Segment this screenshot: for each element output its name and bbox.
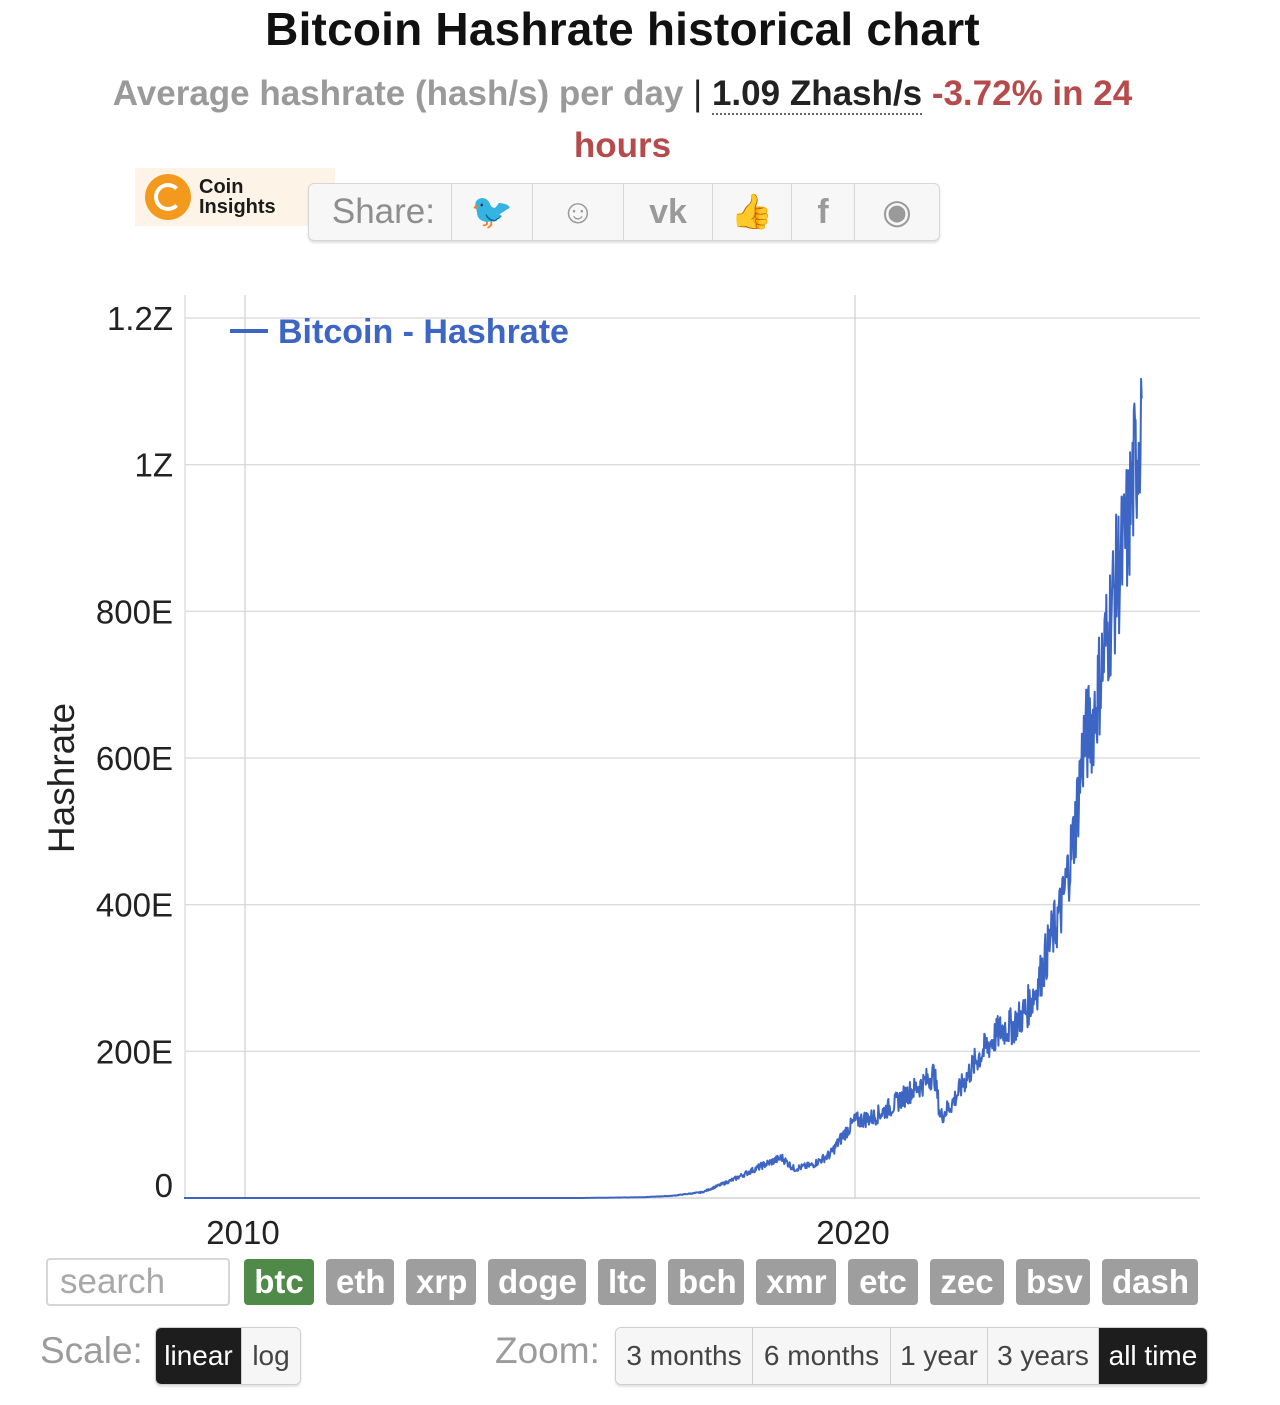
y-axis-label: Hashrate <box>41 703 82 853</box>
current-hashrate-value: 1.09 Zhash/s <box>711 74 923 115</box>
twitter-share-button[interactable]: 🐦 <box>451 184 532 240</box>
coininsights-logo: Coin Insights <box>135 168 335 226</box>
series-line-bitcoin-hashrate <box>183 377 1143 1199</box>
coin-button-bsv[interactable]: bsv <box>1016 1259 1090 1305</box>
scale-label: Scale: <box>40 1330 143 1371</box>
vk-icon: vk <box>649 192 687 231</box>
scale-toggle: linear log <box>155 1327 301 1385</box>
zoom-toggle: 3 months 6 months 1 year 3 years all tim… <box>615 1327 1208 1385</box>
x-tick-label: 2010 <box>206 1214 279 1250</box>
legend-label: Bitcoin - Hashrate <box>278 313 569 351</box>
weibo-share-button[interactable]: ◉ <box>854 184 939 240</box>
x-tick-label: 2020 <box>816 1214 889 1250</box>
reddit-share-button[interactable]: ☺ <box>532 184 623 240</box>
coin-button-xmr[interactable]: xmr <box>756 1259 836 1305</box>
y-tick-label: 0 <box>155 1167 173 1204</box>
reddit-icon: ☺ <box>560 192 596 231</box>
subtitle-separator: | <box>693 74 703 113</box>
facebook-share-button[interactable]: f <box>791 184 854 240</box>
share-bar: Share: 🐦 ☺ vk 👍 f ◉ <box>308 183 940 241</box>
coin-button-doge[interactable]: doge <box>488 1259 586 1305</box>
y-tick-label: 1.2Z <box>107 300 173 337</box>
zoom-3-months-button[interactable]: 3 months <box>616 1328 752 1384</box>
zoom-1-year-button[interactable]: 1 year <box>890 1328 987 1384</box>
coin-selector: btc eth xrp doge ltc bch xmr etc zec bsv… <box>244 1259 1210 1305</box>
vk-share-button[interactable]: vk <box>623 184 712 240</box>
thumbs-up-icon: 👍 <box>730 193 774 231</box>
y-tick-label: 400E <box>96 887 173 924</box>
coininsights-logo-text: Coin Insights <box>199 177 276 217</box>
facebook-icon: f <box>817 192 829 231</box>
coin-button-btc[interactable]: btc <box>244 1259 314 1305</box>
page-title: Bitcoin Hashrate historical chart <box>265 3 980 55</box>
zoom-all-time-button[interactable]: all time <box>1098 1328 1207 1384</box>
twitter-icon: 🐦 <box>470 193 514 231</box>
weibo-icon: ◉ <box>882 193 912 231</box>
coin-button-etc[interactable]: etc <box>848 1259 918 1305</box>
like-share-button[interactable]: 👍 <box>712 184 791 240</box>
y-tick-label: 1Z <box>134 447 173 484</box>
zoom-6-months-button[interactable]: 6 months <box>752 1328 890 1384</box>
coin-search-input[interactable] <box>46 1258 230 1306</box>
coin-button-eth[interactable]: eth <box>326 1259 394 1305</box>
y-tick-label: 800E <box>96 593 173 630</box>
hashrate-chart[interactable]: 0 200E 400E 600E 800E 1Z 1.2Z 2010 2020 Hashrate B… <box>0 280 1280 1250</box>
y-tick-label: 600E <box>96 740 173 777</box>
page-subtitle: Average hashrate (hash/s) per day | 1.09… <box>70 68 1175 172</box>
scale-log-button[interactable]: log <box>241 1328 300 1384</box>
coininsights-logo-icon <box>145 174 191 220</box>
scale-linear-button[interactable]: linear <box>156 1328 241 1384</box>
coin-button-ltc[interactable]: ltc <box>598 1259 656 1305</box>
logo-line-1: Coin <box>199 176 244 198</box>
hashrate-change: -3.72% in 24 hours <box>573 74 1133 165</box>
subtitle-description: Average hashrate (hash/s) per day <box>112 74 684 113</box>
share-label: Share: <box>331 192 435 231</box>
zoom-3-years-button[interactable]: 3 years <box>987 1328 1098 1384</box>
zoom-label: Zoom: <box>495 1330 600 1371</box>
coin-button-bch[interactable]: bch <box>668 1259 744 1305</box>
y-tick-label: 200E <box>96 1033 173 1070</box>
coin-button-xrp[interactable]: xrp <box>406 1259 476 1305</box>
logo-line-2: Insights <box>199 196 276 218</box>
coin-button-dash[interactable]: dash <box>1102 1259 1198 1305</box>
coin-button-zec[interactable]: zec <box>930 1259 1004 1305</box>
